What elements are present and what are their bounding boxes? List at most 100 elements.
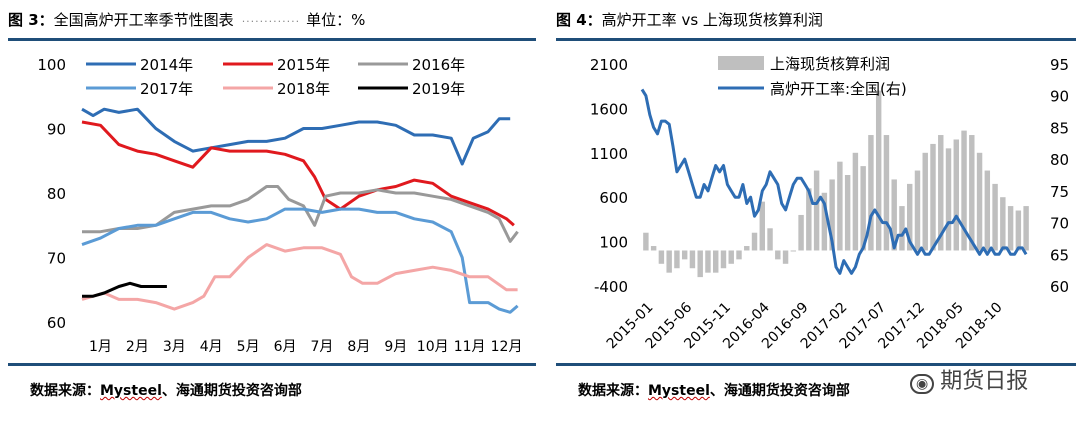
right-figure-number: 图 4： (556, 11, 602, 29)
x-tick-label-9: 9月 (384, 339, 407, 355)
profit-bar (1023, 206, 1029, 251)
profit-bar (930, 143, 936, 251)
profit-bar (681, 250, 688, 260)
profit-bar (992, 183, 998, 251)
profit-bar (713, 250, 719, 273)
profit-bar (798, 214, 804, 251)
legend-label-2019年: 2019年 (412, 80, 465, 98)
legend-label-rate: 高炉开工率:全国(右) (770, 80, 907, 98)
right-combo-chart: -400100600110016002100606570758085909520… (590, 55, 1069, 352)
series-line-2016年 (82, 185, 519, 243)
legend-label-2016年: 2016年 (412, 56, 465, 74)
right-bottom-rule (556, 363, 1076, 366)
profit-bar (844, 175, 851, 251)
profit-bar (976, 152, 983, 251)
right-source-text: 数据来源：Mysteel、海通期货投资咨询部 (578, 380, 850, 400)
legend-label-2017年: 2017年 (140, 80, 193, 98)
watermark-text: 期货日报 (940, 369, 1029, 394)
profit-bar (984, 170, 991, 251)
left-title-rule (8, 38, 536, 41)
series-line-2015年 (81, 120, 515, 227)
x-tick-label-6: 6月 (274, 339, 297, 355)
left-source-text: 数据来源：Mysteel、海通期货投资咨询部 (30, 380, 302, 400)
x-tick-label-11: 11月 (454, 339, 486, 355)
right-source-brand: Mysteel (648, 383, 710, 399)
profit-bar (868, 135, 874, 251)
series-line-2014年 (81, 107, 511, 166)
y-tick-label-100: 100 (37, 56, 66, 74)
profit-bar (899, 206, 905, 251)
profit-bar (767, 228, 773, 251)
profit-bar (1007, 206, 1014, 251)
right-axis-tick-65: 65 (1050, 246, 1069, 264)
left-source-brand: Mysteel (100, 383, 162, 399)
profit-bar (821, 192, 828, 251)
legend-label-2014年: 2014年 (140, 56, 193, 74)
profit-bar (790, 250, 797, 252)
wechat-icon: ◉ (910, 374, 935, 394)
title-dotted-leader: ············· (241, 15, 301, 28)
right-chart-title: 高炉开工率 vs 上海现货核算利润 (601, 11, 823, 29)
left-axis-tick-100: 100 (599, 234, 628, 252)
profit-bar (813, 170, 820, 251)
right-axis-tick-60: 60 (1050, 278, 1069, 296)
profit-bar (907, 183, 913, 251)
right-axis-tick-75: 75 (1050, 183, 1069, 201)
profit-bar (938, 135, 944, 251)
profit-bar (891, 179, 897, 251)
profit-bar (806, 188, 812, 251)
profit-bar (969, 135, 975, 251)
series-line-2019年 (82, 281, 167, 298)
profit-bar (782, 250, 789, 264)
profit-bar (852, 152, 859, 251)
profit-bar (953, 139, 959, 251)
profit-bar (728, 250, 734, 264)
series-line-2018年 (81, 243, 518, 311)
left-bottom-rule (8, 363, 536, 366)
left-axis-tick--400: -400 (594, 278, 628, 296)
profit-bar (945, 148, 952, 251)
profit-bar (759, 201, 765, 251)
left-chart-panel: 图 3：全国高炉开工率季节性图表 ············· 单位：% 60 70 80… (8, 9, 536, 400)
profit-bar (883, 135, 890, 251)
left-source-prefix: 数据来源： (30, 383, 100, 399)
legend-label-2015年: 2015年 (277, 56, 330, 74)
x-tick-label-1: 1月 (89, 339, 112, 355)
right-title-rule (556, 38, 1076, 41)
profit-bar (922, 152, 928, 251)
profit-bar (875, 90, 882, 251)
profit-bar (674, 250, 680, 269)
profit-bar (650, 246, 657, 251)
y-tick-label-60: 60 (47, 314, 66, 332)
profit-bar (705, 250, 711, 273)
profit-bar (697, 250, 703, 278)
left-chart-title-row: 图 3：全国高炉开工率季节性图表 ············· 单位：% (8, 9, 365, 30)
left-axis-tick-1100: 1100 (590, 145, 628, 163)
x-tick-label-5: 5月 (237, 339, 260, 355)
blast-furnace-rate-line (640, 88, 1028, 275)
left-line-chart: 60 70 80 90 100 1月 2月 3月 4月 5月 6月 7月 8月 9月 10月 11月 12月 20… (37, 56, 522, 355)
profit-bar (860, 166, 866, 251)
profit-bar (720, 250, 727, 269)
series-line-2017年 (81, 207, 519, 314)
legend-swatch-profit (718, 56, 764, 70)
y-tick-label-80: 80 (47, 185, 66, 203)
left-axis-tick-1600: 1600 (590, 100, 628, 118)
right-source-prefix: 数据来源： (578, 383, 648, 399)
x-tick-label-3: 3月 (163, 339, 186, 355)
profit-bar (775, 250, 781, 260)
right-axis-tick-85: 85 (1050, 119, 1069, 137)
x-tick-label-8: 8月 (347, 339, 370, 355)
watermark: ◉ 期货日报 (910, 363, 1028, 395)
left-source-suffix: 、海通期货投资咨询部 (161, 383, 302, 399)
left-figure-number: 图 3： (8, 11, 54, 29)
x-tick-label-10: 10月 (417, 339, 449, 355)
right-axis-tick-80: 80 (1050, 151, 1069, 169)
left-chart-unit: 单位：% (306, 11, 366, 29)
left-axis-tick-600: 600 (599, 189, 628, 207)
profit-bar (829, 179, 835, 251)
right-axis-tick-90: 90 (1050, 88, 1069, 106)
profit-bar (837, 161, 843, 251)
right-axis-tick-70: 70 (1050, 215, 1069, 233)
y-tick-label-90: 90 (47, 121, 66, 139)
